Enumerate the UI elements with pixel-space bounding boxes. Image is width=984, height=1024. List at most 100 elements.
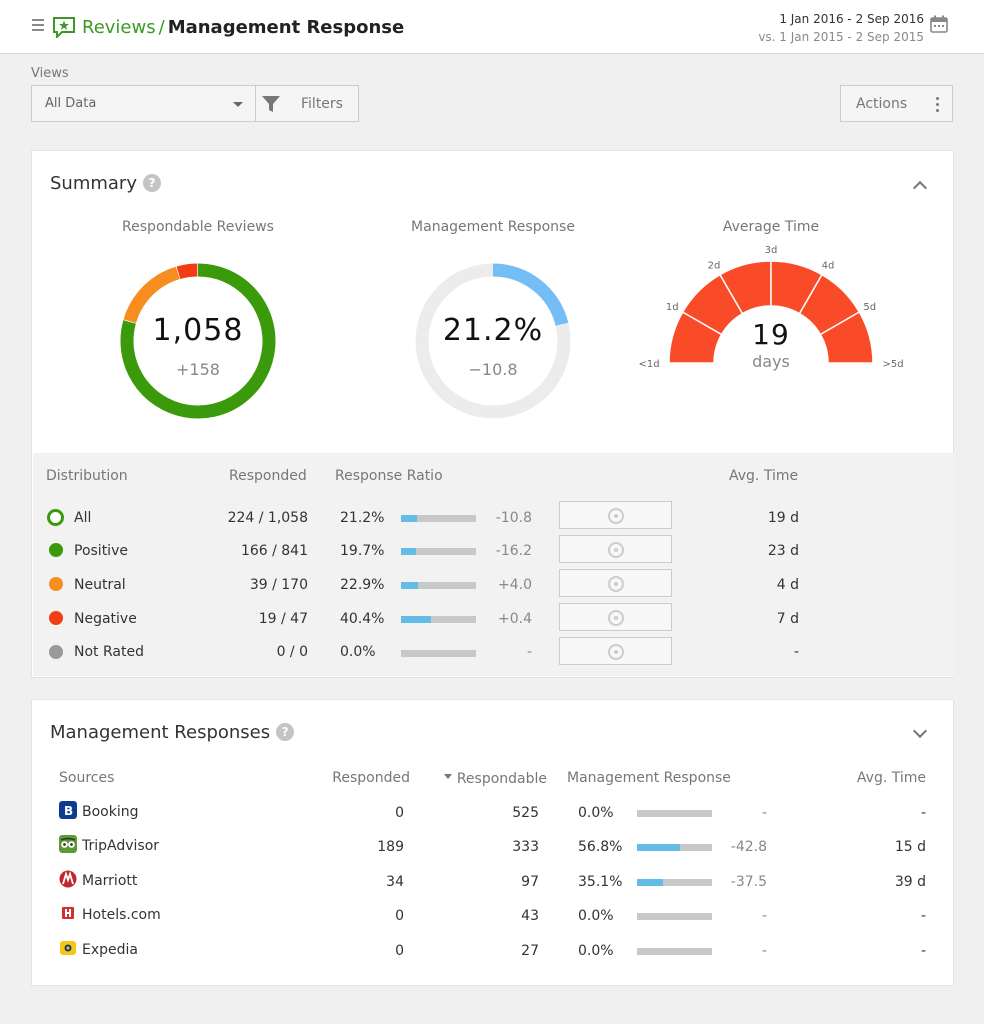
actions-button[interactable]: Actions <box>840 85 953 122</box>
target-icon <box>608 576 624 592</box>
col-responded: Responded <box>229 468 307 484</box>
respondable-reviews-title: Respondable Reviews <box>122 219 274 235</box>
calendar-icon[interactable] <box>929 14 949 34</box>
row-responded: 0 / 0 <box>276 644 308 660</box>
expand-chevron-icon[interactable] <box>912 723 928 739</box>
negative-dot-icon <box>49 611 63 625</box>
source-name[interactable]: Expedia <box>82 942 138 958</box>
source-pct: 56.8% <box>578 839 623 855</box>
source-name[interactable]: TripAdvisor <box>82 838 160 854</box>
source-respondable: 333 <box>512 839 539 855</box>
svg-text:B: B <box>64 804 73 818</box>
management-responses-title: Management Responses? <box>50 722 295 743</box>
breadcrumb: Reviews / Management Response <box>82 17 404 38</box>
source-delta: - <box>761 908 767 924</box>
target-button[interactable] <box>559 501 672 529</box>
response-bar-fill <box>637 879 664 886</box>
row-ratio: 0.0% <box>340 644 376 660</box>
ratio-bar <box>401 548 476 555</box>
respondable-reviews-donut <box>120 263 276 419</box>
filters-button[interactable]: Filters <box>255 85 359 122</box>
row-avg-time: 4 d <box>776 577 799 593</box>
more-vertical-icon <box>936 97 940 113</box>
help-icon[interactable]: ? <box>276 723 295 741</box>
collapse-chevron-icon[interactable] <box>912 180 928 196</box>
row-ratio: 21.2% <box>340 510 385 526</box>
target-button[interactable] <box>559 569 672 597</box>
row-responded: 166 / 841 <box>240 543 308 559</box>
source-delta: - <box>761 805 767 821</box>
filter-icon <box>262 96 280 112</box>
reviews-app-icon <box>53 17 75 38</box>
help-icon[interactable]: ? <box>143 174 161 192</box>
summary-panel: Summary? Respondable Reviews 1,058 +158 … <box>31 150 954 678</box>
target-button[interactable] <box>559 637 672 665</box>
view-select[interactable]: All Data <box>31 85 256 122</box>
col-management-response[interactable]: Management Response <box>567 770 731 786</box>
row-label: Not Rated <box>74 644 144 660</box>
source-name[interactable]: Booking <box>82 804 139 820</box>
source-responded: 0 <box>395 943 404 959</box>
management-responses-panel: Management Responses? Sources Responded … <box>31 699 954 986</box>
source-name[interactable]: Marriott <box>82 873 138 889</box>
average-time-value: 19 <box>752 318 790 351</box>
col-sources[interactable]: Sources <box>59 770 115 786</box>
source-avg-time: 39 d <box>894 874 926 890</box>
row-label: All <box>74 510 92 526</box>
source-avg-time: - <box>920 943 926 959</box>
col-avg-time[interactable]: Avg. Time <box>856 770 926 786</box>
compare-range: vs. 1 Jan 2015 - 2 Sep 2015 <box>758 30 924 44</box>
response-bar <box>637 913 712 920</box>
source-pct: 0.0% <box>578 943 614 959</box>
ratio-bar <box>401 616 476 623</box>
source-name[interactable]: Hotels.com <box>82 907 161 923</box>
row-delta: - <box>526 644 532 660</box>
source-respondable: 97 <box>521 874 539 890</box>
management-response-value: 21.2% <box>442 313 544 348</box>
row-delta: -16.2 <box>495 543 532 559</box>
col-response-ratio: Response Ratio <box>335 468 443 484</box>
target-button[interactable] <box>559 535 672 563</box>
donut-segment-neutral <box>123 266 180 324</box>
menu-icon[interactable] <box>32 19 44 33</box>
average-time-unit: days <box>752 352 790 371</box>
donut-segment-responded <box>492 263 569 326</box>
date-range: 1 Jan 2016 - 2 Sep 2016 <box>779 12 924 26</box>
ratio-bar <box>401 650 476 657</box>
col-responded[interactable]: Responded <box>332 770 410 786</box>
row-avg-time: - <box>793 644 799 660</box>
source-responded: 0 <box>395 805 404 821</box>
col-respondable[interactable]: Respondable <box>456 771 547 787</box>
marriott-icon <box>59 870 77 888</box>
average-time-gauge: <1d 1d 2d 3d 4d 5d >5d <box>638 245 903 370</box>
source-avg-time: - <box>920 908 926 924</box>
ratio-bar-fill <box>401 582 419 589</box>
booking-icon: B <box>59 801 77 819</box>
source-pct: 0.0% <box>578 805 614 821</box>
target-button[interactable] <box>559 603 672 631</box>
col-avg-time: Avg. Time <box>729 468 799 484</box>
breadcrumb-reviews-link[interactable]: Reviews <box>82 17 156 38</box>
row-responded: 224 / 1,058 <box>227 510 308 526</box>
source-delta: -42.8 <box>730 839 767 855</box>
source-responded: 34 <box>386 874 404 890</box>
source-delta: - <box>761 943 767 959</box>
gauge-tick-label: 3d <box>765 245 778 256</box>
target-icon <box>608 610 624 626</box>
row-label: Negative <box>74 611 137 627</box>
response-bar <box>637 948 712 955</box>
positive-dot-icon <box>49 543 63 557</box>
response-bar <box>637 810 712 817</box>
source-pct: 35.1% <box>578 874 623 890</box>
not-rated-dot-icon <box>49 645 63 659</box>
average-time-title: Average Time <box>722 219 820 235</box>
target-icon <box>608 508 624 524</box>
ratio-bar-fill <box>401 616 432 623</box>
response-bar <box>637 879 712 886</box>
respondable-reviews-delta: +158 <box>176 360 220 379</box>
date-range-picker[interactable]: 1 Jan 2016 - 2 Sep 2016 vs. 1 Jan 2015 -… <box>758 10 924 46</box>
ratio-bar-fill <box>401 515 417 522</box>
row-ratio: 19.7% <box>340 543 385 559</box>
col-distribution: Distribution <box>46 468 128 484</box>
target-icon <box>608 542 624 558</box>
